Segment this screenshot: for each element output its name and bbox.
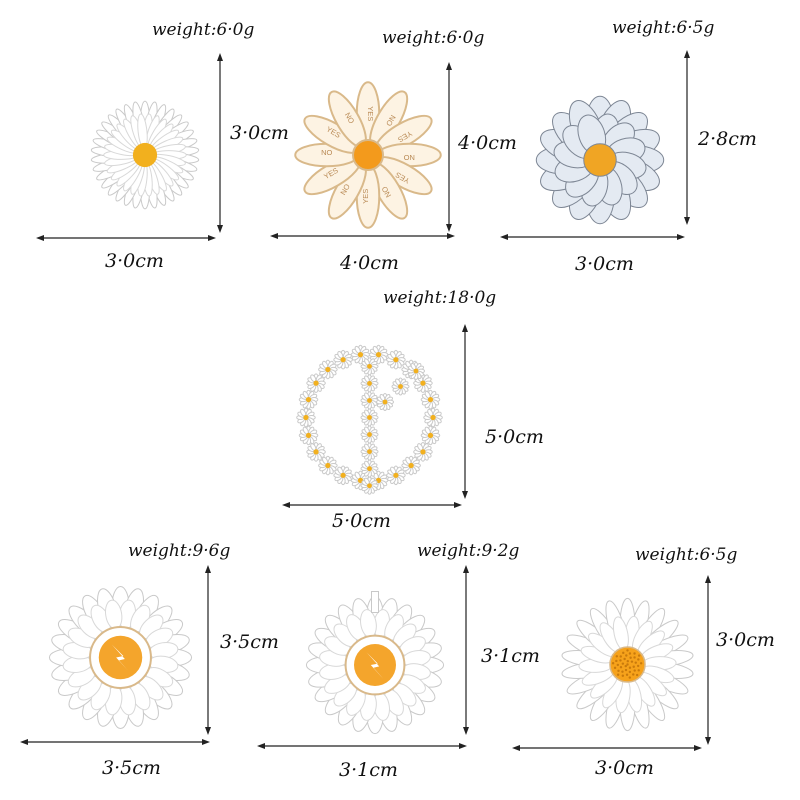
weight-label: weight:6·0g	[382, 28, 485, 48]
height-arrow-icon	[217, 53, 223, 233]
width-arrow-icon	[270, 233, 455, 239]
width-label: 3·0cm	[105, 250, 164, 272]
dotted-center-daisy-pin-image	[561, 597, 694, 732]
peace-sign-daisy-pin-image	[296, 344, 443, 495]
weight-label: weight:18·0g	[383, 288, 497, 308]
width-label: 3·1cm	[339, 759, 398, 781]
height-arrow-icon	[462, 324, 468, 499]
height-label: 4·0cm	[458, 132, 517, 154]
width-label: 3·0cm	[595, 757, 654, 779]
width-label: 5·0cm	[332, 510, 391, 532]
width-arrow-icon	[20, 739, 210, 745]
svg-text:YES: YES	[366, 106, 375, 121]
product-7: weight:6·5g 3·0cm 3·0cm	[510, 535, 775, 785]
product-1: weight:6·0g 3·0cm 3·0cm	[20, 10, 289, 272]
height-arrow-icon	[684, 50, 690, 225]
product-4: weight:18·0g 5·0cm 5·0cm	[280, 282, 544, 532]
height-arrow-icon	[705, 575, 711, 745]
height-arrow-icon	[463, 565, 469, 735]
height-label: 3·5cm	[220, 631, 279, 653]
width-label: 3·0cm	[575, 253, 634, 275]
layered-daisy-pin-image	[535, 95, 665, 225]
product-5: weight:9·6g 3·5cm 3·5cm	[10, 535, 279, 785]
weight-label: weight:6·5g	[635, 545, 738, 565]
svg-text:YES: YES	[361, 189, 370, 204]
height-label: 5·0cm	[485, 426, 544, 448]
width-arrow-icon	[500, 234, 685, 240]
height-label: 3·0cm	[230, 122, 289, 144]
svg-text:NO: NO	[321, 148, 332, 157]
product-3: weight:6·5g 2·8cm 3·0cm	[500, 10, 757, 275]
width-label: 4·0cm	[340, 252, 399, 274]
weight-label: weight:9·6g	[128, 541, 231, 561]
weight-label: weight:6·0g	[152, 20, 255, 40]
svg-text:NO: NO	[403, 153, 414, 162]
width-arrow-icon	[36, 235, 216, 241]
height-label: 3·0cm	[716, 629, 775, 651]
height-label: 2·8cm	[698, 128, 757, 150]
width-arrow-icon	[282, 502, 462, 508]
width-label: 3·5cm	[102, 757, 161, 779]
height-arrow-icon	[205, 565, 211, 735]
height-arrow-icon	[446, 62, 452, 232]
weight-label: weight:9·2g	[417, 541, 520, 561]
product-2: weight:6·0g YES NO YES NO YES NO YES NO YES NO YES…	[265, 20, 517, 274]
width-arrow-icon	[257, 743, 467, 749]
product-6: weight:9·2g 3·1cm 3·1cm	[255, 535, 540, 785]
weight-label: weight:6·5g	[612, 18, 715, 38]
emblem-daisy-pin-2-image	[305, 591, 445, 735]
width-arrow-icon	[512, 745, 702, 751]
height-label: 3·1cm	[481, 645, 540, 667]
emblem-daisy-pin-image	[48, 585, 193, 730]
white-daisy-pin-image	[90, 100, 200, 210]
